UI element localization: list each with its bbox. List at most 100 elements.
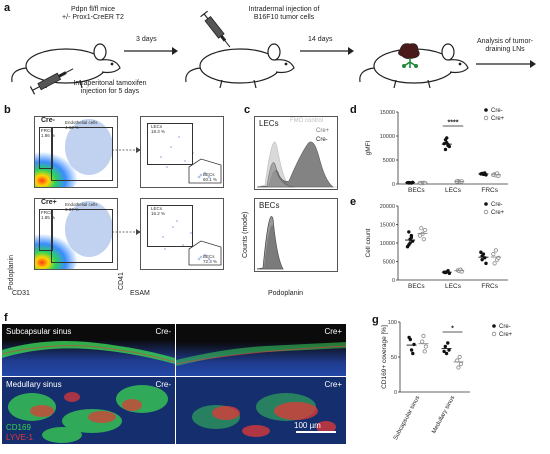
gate-frc-cre-plus xyxy=(39,209,53,251)
histogram-lecs: LECs xyxy=(254,116,338,190)
data-point xyxy=(421,237,426,242)
legend-label: Cre+ xyxy=(491,116,505,122)
y-axis-label: gMFI xyxy=(365,140,372,155)
panel-g-letter: g xyxy=(372,314,379,326)
data-point xyxy=(446,341,450,345)
gate-lec-cre-minus xyxy=(147,123,193,165)
histogram-lecs-title: LECs xyxy=(259,119,279,128)
data-point xyxy=(480,257,484,262)
data-point xyxy=(422,349,427,354)
data-point xyxy=(419,226,424,231)
y-axis-label: CD169+ coverage [%] xyxy=(381,325,388,389)
data-point xyxy=(405,245,410,249)
gate-label-bec-cre-plus: BECs 72.3 % xyxy=(203,254,218,264)
panel-a-letter: a xyxy=(4,2,11,14)
label-medullary-sinus: Medullary sinus xyxy=(6,380,62,389)
analysis-label: Analysis of tumor- draining LNs xyxy=(476,38,534,54)
data-point xyxy=(412,342,416,347)
y-tick-label: 100 xyxy=(388,320,397,326)
tissue-texture-1 xyxy=(2,341,175,364)
data-point xyxy=(407,335,411,340)
data-point xyxy=(442,141,446,146)
dashed-arrow-icon-bottom xyxy=(112,229,141,235)
tissue-texture-4 xyxy=(192,393,336,437)
b-xlabel-right: ESAM xyxy=(130,290,150,297)
chart-e-cell-count: 0 5000 10000 15000 20000 Cell count BECs LECs FR… xyxy=(365,202,508,290)
data-point xyxy=(411,351,415,356)
facs-plot-cre-minus-esam: LECs 18.3 % BECs 60.1 % xyxy=(140,116,224,188)
legend-fmo-control: FMO control xyxy=(290,118,324,124)
significance-marker: **** xyxy=(448,120,459,127)
facs-density-cre-minus xyxy=(35,119,113,187)
c-xlabel: Podoplanin xyxy=(268,290,304,297)
genotype-label-cre-plus: Cre+ xyxy=(41,199,57,206)
arrow-icon-step1 xyxy=(124,47,178,55)
b-ylabel-left: Podoplanin xyxy=(8,254,15,290)
chart-d-gmfi: 0 5000 10000 15000 gMFI BECs LECs FRCs Cre- Cre+ *… xyxy=(365,108,508,194)
step2-duration: 14 days xyxy=(308,36,333,43)
c-ylabel: Counts (mode) xyxy=(242,211,249,258)
significance-marker: * xyxy=(451,326,454,333)
facs-plot-cre-minus-podoplanin: FRCs 1.86 % Endothelial cells 4.12 % Cre… xyxy=(34,116,118,188)
histogram-becs: BECs xyxy=(254,198,338,272)
data-point xyxy=(457,354,462,360)
data-point xyxy=(423,344,429,349)
x-category-label: FRCs xyxy=(481,283,498,290)
legend-marker xyxy=(484,202,488,206)
y-tick-label: 20000 xyxy=(380,204,395,210)
data-point xyxy=(409,348,414,352)
gate-frc-cre-minus xyxy=(39,127,53,169)
legend-marker xyxy=(484,108,488,112)
tissue-texture-3 xyxy=(8,385,168,443)
y-tick-label: 10000 xyxy=(380,241,395,247)
genotype-label-cre-minus: Cre- xyxy=(41,117,56,124)
x-category-label: LECs xyxy=(445,187,462,194)
mouse-illustration-1 xyxy=(11,43,121,89)
tumor-icon xyxy=(398,43,420,68)
data-point xyxy=(420,339,425,344)
data-point xyxy=(456,365,461,370)
y-tick-label: 0 xyxy=(392,182,395,188)
panel-b-letter: b xyxy=(4,104,11,116)
label-top-left-genotype: Cre- xyxy=(155,327,171,336)
legend-label: Cre+ xyxy=(491,210,505,216)
y-tick-label: 15000 xyxy=(380,223,395,229)
gate-label-frc-cre-plus: FRCs 1.85 % xyxy=(41,210,56,220)
data-point xyxy=(491,251,496,257)
data-point xyxy=(443,147,448,152)
micrograph-medullary-cre-minus: Medullary sinus Cre- CD169 LYVE-1 xyxy=(2,377,175,444)
y-tick-label: 10000 xyxy=(380,134,395,140)
facs-scatter-cre-minus xyxy=(160,136,211,179)
arrow-icon-step3 xyxy=(476,60,536,68)
legend-cre-minus: Cre- xyxy=(316,137,328,143)
label-stain-cd169: CD169 xyxy=(6,423,31,432)
x-category-label: Subcapsular sinus xyxy=(393,395,421,441)
data-point xyxy=(442,349,446,354)
data-point xyxy=(408,241,412,245)
b-xlabel-left: CD31 xyxy=(12,290,30,297)
data-point xyxy=(409,235,414,240)
gate-label-lec-cre-minus: LECs 18.3 % xyxy=(151,124,166,134)
gate-endothelial-cre-minus xyxy=(51,127,113,181)
x-category-label: FRCs xyxy=(481,187,498,194)
micrograph-medullary-cre-plus: Cre+ 100 µm xyxy=(176,377,346,444)
x-category-label: LECs xyxy=(445,283,462,290)
b-ylabel-right: CD41 xyxy=(118,272,125,290)
data-point xyxy=(446,143,450,148)
legend-label: Cre+ xyxy=(499,332,513,338)
x-category-label: BECs xyxy=(408,283,425,290)
label-stain-lyve1: LYVE-1 xyxy=(6,433,33,442)
gate-label-bec-cre-minus: BECs 60.1 % xyxy=(203,172,218,182)
gate-bec-shape-cre-minus xyxy=(188,158,222,184)
panel-f-letter: f xyxy=(4,312,8,324)
label-bottom-left-genotype: Cre- xyxy=(155,380,171,389)
tissue-texture-2 xyxy=(176,342,346,366)
data-point xyxy=(479,250,483,254)
micrograph-subcapsular-cre-minus: Subcapsular sinus Cre- xyxy=(2,324,175,376)
y-tick-label: 5000 xyxy=(383,158,395,164)
data-point xyxy=(458,361,464,367)
gate-label-endo-cre-plus: Endothelial cells 3.37 % xyxy=(65,202,98,212)
data-point xyxy=(447,348,451,352)
data-point xyxy=(423,227,428,233)
legend-label: Cre- xyxy=(491,108,503,114)
